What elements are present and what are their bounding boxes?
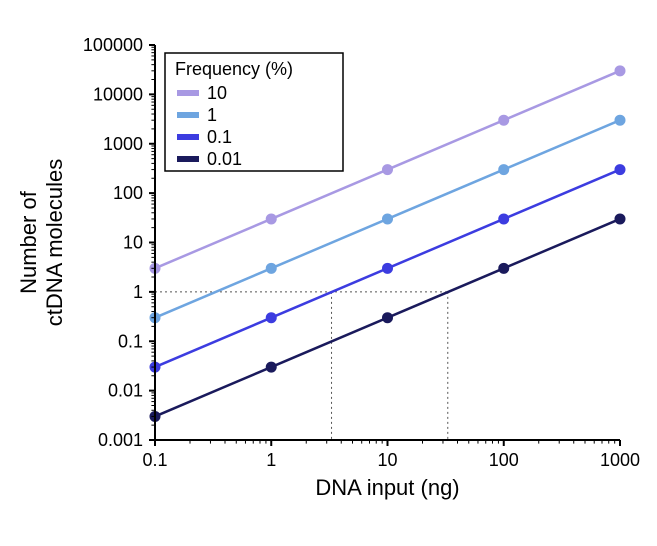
y-tick-label: 0.1 <box>118 331 143 351</box>
legend-label-1: 1 <box>207 105 217 125</box>
x-tick-label: 1000 <box>600 450 640 470</box>
y-tick-label: 0.01 <box>108 381 143 401</box>
x-tick-label: 1 <box>266 450 276 470</box>
series-marker-0.1 <box>615 165 625 175</box>
y-tick-label: 1 <box>133 282 143 302</box>
series-marker-1 <box>266 263 276 273</box>
chart-container: 0.111010010000.0010.010.1110100100010000… <box>20 20 657 526</box>
x-tick-label: 100 <box>489 450 519 470</box>
legend-label-10: 10 <box>207 83 227 103</box>
series-marker-10 <box>266 214 276 224</box>
series-marker-0.1 <box>266 313 276 323</box>
series-marker-0.1 <box>499 214 509 224</box>
series-marker-0.1 <box>383 263 393 273</box>
legend-label-0.01: 0.01 <box>207 149 242 169</box>
series-marker-1 <box>383 214 393 224</box>
y-tick-label: 100 <box>113 183 143 203</box>
x-tick-label: 0.1 <box>142 450 167 470</box>
series-marker-0.01 <box>266 362 276 372</box>
y-axis-label-line1: Number of <box>20 190 41 294</box>
y-tick-label: 0.001 <box>98 430 143 450</box>
series-marker-1 <box>499 165 509 175</box>
legend-title: Frequency (%) <box>175 59 293 79</box>
legend-swatch-1 <box>177 112 199 118</box>
legend-label-0.1: 0.1 <box>207 127 232 147</box>
series-marker-1 <box>615 115 625 125</box>
y-tick-label: 10000 <box>93 84 143 104</box>
x-tick-label: 10 <box>377 450 397 470</box>
y-axis-label-group: Number ofctDNA molecules <box>20 159 67 327</box>
series-marker-10 <box>383 165 393 175</box>
series-marker-0.01 <box>383 313 393 323</box>
y-axis-label-line2: ctDNA molecules <box>42 159 67 327</box>
x-axis-label: DNA input (ng) <box>315 475 459 500</box>
y-tick-label: 1000 <box>103 134 143 154</box>
y-tick-label: 10 <box>123 233 143 253</box>
legend-swatch-0.1 <box>177 134 199 140</box>
legend-swatch-10 <box>177 90 199 96</box>
chart-svg: 0.111010010000.0010.010.1110100100010000… <box>20 20 657 526</box>
series-marker-10 <box>499 115 509 125</box>
y-tick-label: 100000 <box>83 35 143 55</box>
legend-swatch-0.01 <box>177 156 199 162</box>
series-marker-0.01 <box>499 263 509 273</box>
series-marker-0.01 <box>615 214 625 224</box>
series-marker-10 <box>615 66 625 76</box>
